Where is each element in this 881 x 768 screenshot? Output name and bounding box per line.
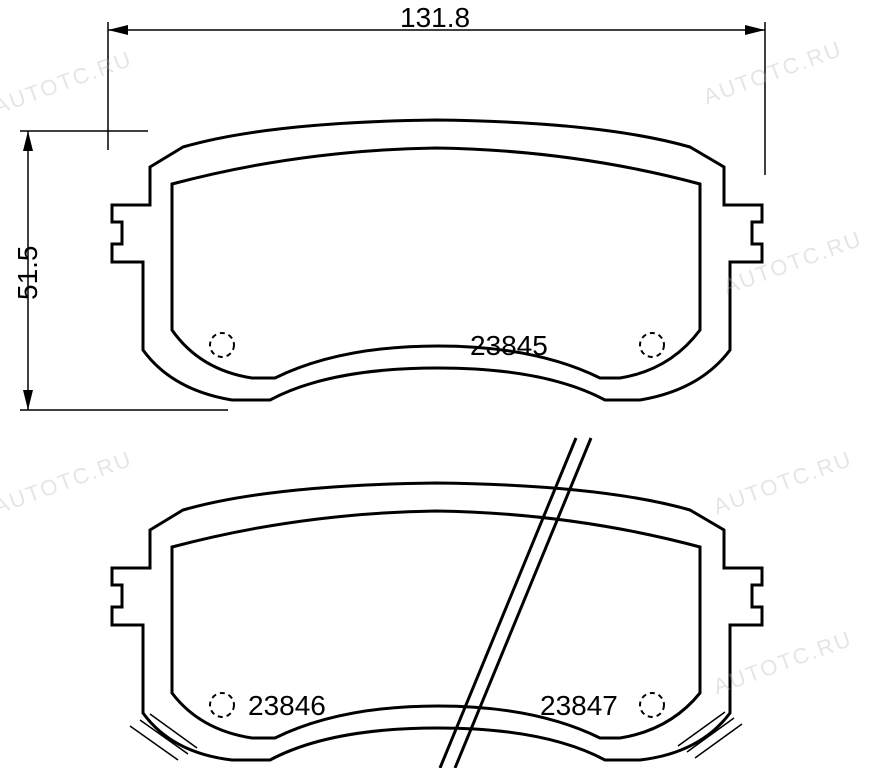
technical-drawing [0,0,881,768]
pad-top-hole-right [640,333,664,357]
pad-top-inner [172,148,700,378]
pad-top-outline [112,120,762,400]
pad-top-hole-left [210,333,234,357]
pad-bottom-hole-left [210,693,234,717]
part-label-23846: 23846 [248,690,326,722]
dim-height-arrow-bottom [23,390,33,410]
dim-height-value: 51.5 [12,246,44,301]
dim-width-arrow-left [108,25,128,35]
dim-height-arrow-top [23,131,33,151]
pad-bottom-hole-right [640,693,664,717]
pad-bottom-hatching [130,712,742,760]
part-label-23847: 23847 [540,690,618,722]
dim-width-arrow-right [745,25,765,35]
pad-bottom-outline [112,483,762,760]
dim-width-value: 131.8 [400,2,470,34]
part-label-23845: 23845 [470,330,548,362]
